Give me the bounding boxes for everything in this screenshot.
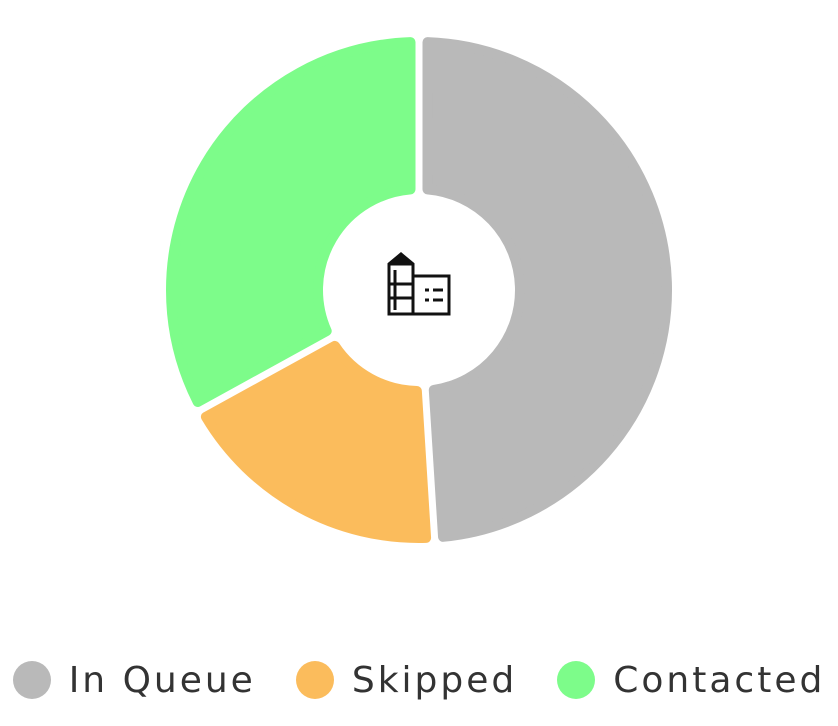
chart-legend: In Queue Skipped Contacted [0, 650, 838, 710]
legend-label-in-queue: In Queue [68, 659, 256, 701]
legend-swatch-in-queue [12, 661, 51, 699]
legend-label-contacted: Contacted [613, 659, 826, 701]
donut-slice-skipped[interactable] [200, 340, 432, 543]
legend-item-in-queue[interactable]: In Queue [12, 659, 256, 701]
legend-item-skipped[interactable]: Skipped [295, 659, 518, 701]
donut-slice-in-queue[interactable] [422, 37, 672, 542]
legend-swatch-contacted [557, 661, 596, 699]
legend-label-skipped: Skipped [351, 659, 518, 701]
legend-swatch-skipped [295, 661, 334, 699]
legend-item-contacted[interactable]: Contacted [557, 660, 825, 701]
office-building-icon [387, 252, 451, 316]
donut-chart [166, 37, 672, 543]
donut-slice-contacted[interactable] [166, 37, 416, 407]
